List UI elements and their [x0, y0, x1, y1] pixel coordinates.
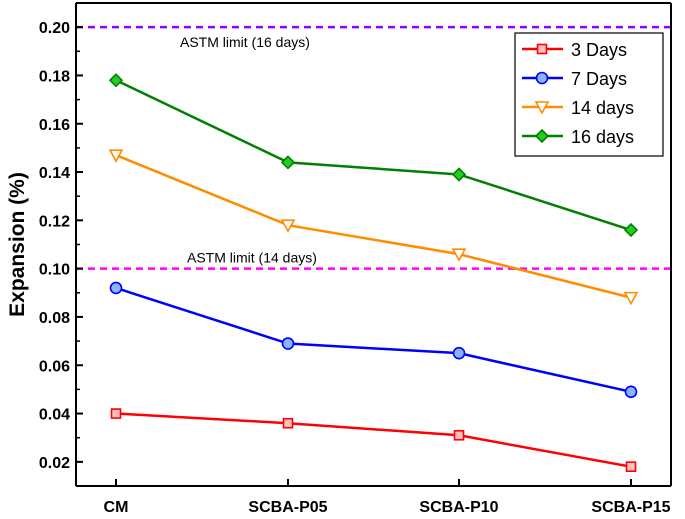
data-point [108, 73, 124, 88]
data-point [623, 222, 639, 238]
y-tick-label: 0.14 [39, 165, 70, 182]
data-point [281, 337, 295, 350]
data-point [280, 219, 296, 233]
series-line [115, 79, 632, 232]
y-tick-label: 0.18 [39, 68, 70, 85]
series-layer [108, 73, 639, 472]
series [110, 408, 637, 472]
data-point [452, 346, 466, 360]
data-point [108, 149, 124, 163]
series [108, 73, 639, 238]
data-point [623, 291, 639, 306]
y-tick-label: 0.12 [39, 213, 70, 230]
x-tick-label: SCBA-P10 [419, 499, 498, 516]
legend-entry: 3 Days [522, 40, 627, 60]
y-tick-label: 0.04 [39, 407, 70, 424]
legend-label: 3 Days [571, 40, 627, 60]
legend-marker [534, 101, 550, 115]
y-tick-label: 0.16 [39, 117, 70, 134]
y-tick-label: 0.20 [39, 20, 70, 37]
data-point [453, 429, 465, 441]
legend-label: 14 days [571, 98, 634, 118]
data-point [624, 385, 638, 399]
y-tick-label: 0.08 [39, 310, 70, 327]
series-line [115, 153, 632, 299]
series-line [115, 412, 632, 468]
series [108, 149, 639, 306]
legend-marker [536, 43, 548, 55]
data-point [109, 281, 123, 295]
x-tick-label: CM [104, 499, 129, 516]
reference-label: ASTM limit (16 days) [180, 34, 310, 50]
y-tick-label: 0.02 [39, 455, 70, 472]
legend-marker [535, 71, 549, 85]
reference-lines: ASTM limit (16 days) ASTM limit (14 days) [76, 25, 671, 270]
legend-marker [534, 128, 550, 144]
legend-entry: 16 days [522, 127, 634, 147]
data-point [451, 167, 467, 182]
y-tick-label: 0.10 [39, 262, 70, 279]
data-point [282, 417, 294, 429]
x-tick-label: SCBA-P15 [591, 499, 670, 516]
x-tick-label: SCBA-P05 [248, 499, 327, 516]
reference-label: ASTM limit (14 days) [187, 250, 317, 266]
y-tick-label: 0.06 [39, 358, 70, 375]
series-line [115, 286, 632, 394]
axes: 0.02 0.04 0.06 0.08 0.10 0.12 0.14 0.16 0.18 0.20… [6, 2, 672, 516]
data-point [280, 155, 296, 170]
legend: 3 Days 7 Days 14 days 16 days [514, 32, 664, 157]
data-point [110, 408, 122, 419]
legend-entry: 14 days [522, 98, 634, 118]
legend-label: 7 Days [571, 69, 627, 89]
y-axis-title: Expansion (%) [6, 172, 29, 317]
legend-label: 16 days [571, 127, 634, 147]
legend-entry: 7 Days [522, 69, 627, 89]
series [109, 281, 638, 399]
data-point [625, 461, 637, 472]
data-point [451, 248, 467, 262]
